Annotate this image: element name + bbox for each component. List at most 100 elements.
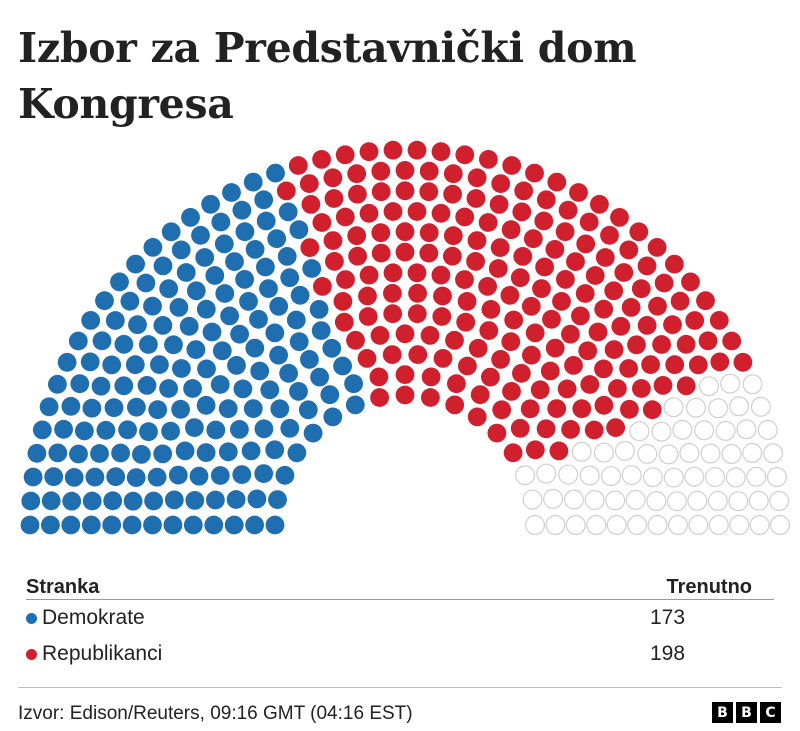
seat-demokrate [265, 515, 285, 535]
seat-undecided [571, 441, 592, 462]
seat-republikanci [696, 291, 715, 311]
seat-demokrate [175, 441, 195, 461]
seat-demokrate [267, 229, 287, 249]
seat-demokrate [143, 296, 162, 316]
seat-undecided [715, 420, 736, 441]
seat-undecided [666, 491, 687, 512]
header-party: Stranka [26, 576, 100, 598]
seat-demokrate [277, 247, 297, 266]
table-row: Demokrate 173 [26, 600, 774, 636]
seat-demokrate [95, 291, 114, 311]
seat-demokrate [69, 444, 88, 464]
seat-demokrate [81, 311, 101, 330]
seat-demokrate [189, 466, 209, 486]
seat-demokrate [176, 263, 196, 282]
seat-demokrate [137, 376, 157, 395]
seat-republikanci [490, 238, 510, 257]
seat-demokrate [286, 310, 306, 330]
seat-demokrate [159, 379, 179, 398]
seat-republikanci [466, 189, 486, 208]
seat-demokrate [259, 279, 278, 298]
seat-republikanci [578, 341, 598, 361]
seat-demokrate [70, 374, 90, 394]
seat-demokrate [186, 340, 206, 359]
seat-demokrate [126, 468, 146, 487]
seat-republikanci [555, 222, 575, 242]
seat-republikanci [590, 194, 609, 214]
seat-undecided [579, 465, 600, 486]
seat-republikanci [431, 265, 451, 285]
seat-demokrate [243, 399, 263, 418]
seat-demokrate [247, 489, 267, 509]
seat-demokrate [161, 222, 181, 242]
seat-republikanci [335, 145, 355, 165]
seat-demokrate [235, 222, 255, 242]
seat-demokrate [265, 323, 285, 343]
seat-republikanci [491, 174, 511, 193]
seat-undecided [679, 443, 700, 464]
seat-demokrate [169, 298, 189, 317]
seat-demokrate [232, 465, 252, 484]
seat-republikanci [619, 359, 638, 378]
chart-title: Izbor za Predstavnički dom Kongresa [18, 24, 637, 128]
seat-undecided [700, 443, 721, 464]
seat-demokrate [183, 515, 203, 535]
republicans-dot [26, 648, 37, 660]
seat-undecided [736, 419, 757, 440]
seat-undecided [750, 396, 771, 417]
seat-republikanci [594, 395, 614, 415]
seat-demokrate [104, 398, 124, 418]
seat-republikanci [654, 273, 674, 293]
seat-undecided [606, 515, 627, 536]
seat-undecided [763, 443, 784, 464]
seat-republikanci [522, 345, 541, 365]
seat-demokrate [218, 442, 238, 462]
seat-undecided [565, 515, 586, 536]
seat-demokrate [147, 467, 167, 487]
seat-republikanci [487, 423, 507, 443]
seat-undecided [627, 515, 648, 536]
seat-republikanci [604, 281, 624, 301]
party-name: Demokrate [42, 606, 145, 629]
seat-demokrate [57, 352, 77, 372]
seat-republikanci [561, 420, 580, 439]
seat-republikanci [358, 286, 377, 306]
seat-republikanci [594, 359, 613, 379]
seat-undecided [646, 491, 667, 512]
seat-demokrate [302, 259, 322, 278]
seat-demokrate [106, 467, 126, 487]
seat-republikanci [663, 315, 682, 335]
seat-demokrate [196, 299, 216, 319]
seat-republikanci [542, 309, 561, 329]
seat-republikanci [520, 399, 540, 419]
seat-demokrate [249, 309, 268, 329]
seat-demokrate [114, 334, 134, 354]
seat-demokrate [196, 395, 216, 415]
seat-republikanci [558, 200, 578, 220]
seat-republikanci [419, 182, 439, 202]
seat-demokrate [20, 515, 40, 535]
seat-demokrate [256, 257, 275, 277]
seat-republikanci [525, 163, 544, 183]
seat-undecided [746, 466, 767, 487]
seat-demokrate [268, 490, 287, 509]
seat-republikanci [371, 243, 391, 263]
seat-republikanci [572, 399, 592, 419]
seat-republikanci [595, 248, 615, 267]
seat-republikanci [564, 356, 583, 375]
seat-demokrate [21, 491, 41, 511]
seat-republikanci [348, 246, 367, 266]
seat-demokrate [32, 420, 52, 440]
seat-republikanci [685, 311, 705, 330]
seat-republikanci [407, 202, 427, 221]
seat-republikanci [456, 312, 476, 332]
seat-republikanci [688, 355, 708, 375]
seat-demokrate [81, 515, 101, 535]
seat-republikanci [549, 441, 569, 461]
seat-demokrate [215, 284, 235, 303]
seat-undecided [543, 488, 564, 509]
seat-republikanci [408, 283, 427, 303]
seat-demokrate [311, 321, 331, 340]
seat-undecided [536, 463, 557, 484]
seat-undecided [707, 491, 728, 512]
